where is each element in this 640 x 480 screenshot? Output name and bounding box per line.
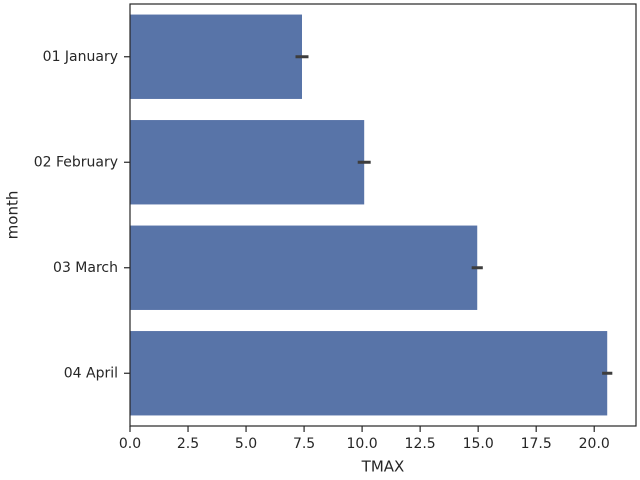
x-tick-label: 15.0: [463, 436, 494, 452]
bar: [130, 331, 608, 416]
x-tick-label: 7.5: [293, 436, 315, 452]
x-tick-label: 2.5: [177, 436, 199, 452]
x-tick-label: 20.0: [579, 436, 610, 452]
x-tick-label: 10.0: [347, 436, 378, 452]
y-tick-label: 02 February: [34, 154, 118, 170]
x-tick-label: 5.0: [235, 436, 257, 452]
x-tick-label: 17.5: [521, 436, 552, 452]
y-axis-label: month: [4, 191, 22, 240]
bar: [130, 225, 478, 310]
plot-frame: [129, 3, 637, 427]
bar: [130, 14, 302, 99]
x-tick-label: 0.0: [119, 436, 141, 452]
bar: [130, 120, 365, 205]
y-tick-label: 03 March: [53, 260, 118, 276]
y-tick-label: 04 April: [64, 365, 118, 381]
x-axis-label: TMAX: [361, 458, 405, 476]
y-tick-label: 01 January: [43, 49, 118, 65]
x-tick-label: 12.5: [405, 436, 436, 452]
